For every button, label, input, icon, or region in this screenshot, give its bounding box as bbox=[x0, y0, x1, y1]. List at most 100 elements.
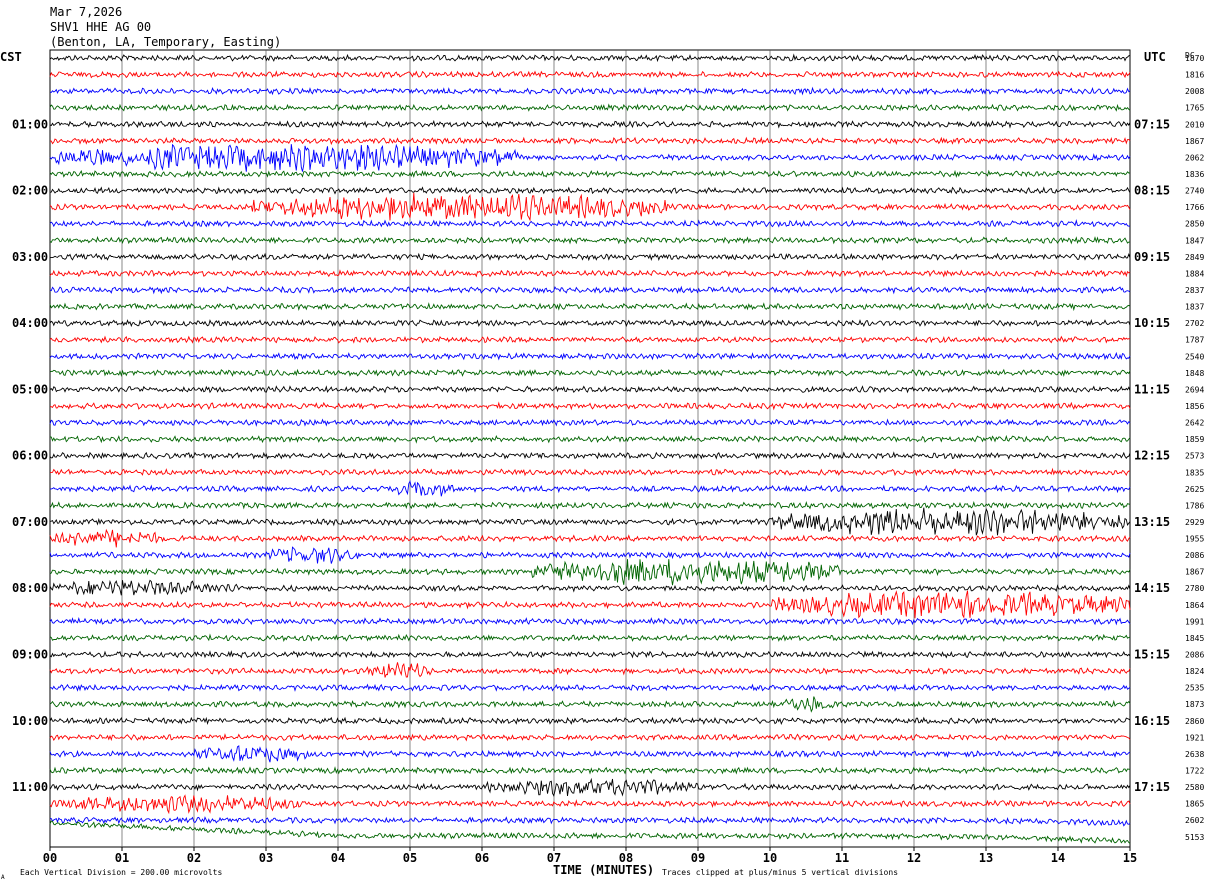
dc-offset-label: 1859 bbox=[1185, 435, 1204, 444]
trace-row-22 bbox=[49, 418, 1131, 427]
dc-offset-label: 2849 bbox=[1185, 253, 1204, 262]
trace-row-31 bbox=[49, 559, 1131, 586]
trace-row-35 bbox=[49, 633, 1131, 643]
dc-offset-label: 2010 bbox=[1185, 120, 1204, 129]
x-tick-label: 13 bbox=[979, 851, 993, 865]
dc-offset-label: 2573 bbox=[1185, 452, 1204, 461]
trace-row-34 bbox=[49, 617, 1131, 626]
trace-row-42 bbox=[49, 745, 1131, 763]
dc-offset-label: 2850 bbox=[1185, 220, 1204, 229]
dc-offset-label: 1867 bbox=[1185, 568, 1204, 577]
trace-row-37 bbox=[49, 662, 1131, 678]
dc-offset-label: 1836 bbox=[1185, 170, 1204, 179]
trace-row-5 bbox=[49, 136, 1131, 146]
trace-row-2 bbox=[49, 86, 1131, 96]
right-hour-label: 09:15 bbox=[1134, 250, 1170, 264]
header-station: SHV1 HHE AG 00 bbox=[50, 20, 152, 34]
left-hour-label: 01:00 bbox=[12, 117, 48, 131]
trace-row-43 bbox=[49, 766, 1131, 775]
dc-offset-label: 1870 bbox=[1185, 54, 1204, 63]
trace-row-33 bbox=[49, 590, 1131, 619]
trace-row-30 bbox=[49, 546, 1131, 564]
trace-row-38 bbox=[50, 683, 1131, 692]
trace-row-10 bbox=[49, 218, 1131, 228]
dc-offset-label: 1845 bbox=[1185, 634, 1204, 643]
right-hour-label: 14:15 bbox=[1134, 581, 1170, 595]
dc-offset-label: 2062 bbox=[1185, 153, 1204, 162]
dc-offset-label: 1955 bbox=[1185, 535, 1204, 544]
right-hour-label: 16:15 bbox=[1134, 714, 1170, 728]
trace-row-25 bbox=[50, 467, 1131, 477]
dc-offset-label: 1848 bbox=[1185, 369, 1204, 378]
x-tick-label: 02 bbox=[187, 851, 201, 865]
left-hour-label: 11:00 bbox=[12, 780, 48, 794]
x-tick-label: 12 bbox=[907, 851, 921, 865]
dc-offset-label: 2860 bbox=[1185, 717, 1204, 726]
header-location: (Benton, LA, Temporary, Easting) bbox=[50, 35, 282, 49]
right-hour-label: 12:15 bbox=[1134, 449, 1170, 463]
trace-row-14 bbox=[49, 285, 1131, 295]
dc-offset-label: 2535 bbox=[1185, 684, 1204, 693]
dc-offset-label: 1921 bbox=[1185, 733, 1204, 742]
trace-row-28 bbox=[49, 507, 1131, 536]
dc-offset-label: 1787 bbox=[1185, 336, 1204, 345]
corner-mark: A bbox=[1, 874, 5, 881]
left-tz-label: CST bbox=[0, 50, 22, 64]
dc-offset-label: 2740 bbox=[1185, 187, 1204, 196]
trace-row-36 bbox=[49, 650, 1131, 659]
left-hour-label: 04:00 bbox=[12, 316, 48, 330]
dc-offset-label: 1816 bbox=[1185, 71, 1204, 80]
right-hour-label: 17:15 bbox=[1134, 780, 1170, 794]
trace-row-24 bbox=[49, 451, 1131, 461]
dc-offset-label: 2008 bbox=[1185, 87, 1204, 96]
dc-offset-label: 2540 bbox=[1185, 352, 1204, 361]
x-tick-label: 01 bbox=[115, 851, 129, 865]
trace-row-11 bbox=[49, 236, 1131, 245]
dc-offset-label: 1837 bbox=[1185, 303, 1204, 312]
right-hour-label: 11:15 bbox=[1134, 382, 1170, 396]
trace-row-8 bbox=[49, 186, 1131, 195]
x-tick-label: 14 bbox=[1051, 851, 1065, 865]
dc-offset-label: 1864 bbox=[1185, 601, 1204, 610]
trace-row-29 bbox=[49, 528, 1131, 548]
trace-row-1 bbox=[49, 70, 1131, 79]
trace-row-45 bbox=[49, 794, 1131, 815]
dc-offset-label: 2780 bbox=[1185, 584, 1204, 593]
dc-offset-label: 1847 bbox=[1185, 236, 1204, 245]
dc-offset-label: 2086 bbox=[1185, 551, 1204, 560]
left-hour-label: 05:00 bbox=[12, 382, 48, 396]
left-hour-label: 08:00 bbox=[12, 581, 48, 595]
trace-row-0 bbox=[49, 53, 1131, 63]
x-tick-label: 11 bbox=[835, 851, 849, 865]
left-hour-label: 10:00 bbox=[12, 714, 48, 728]
header-date: Mar 7,2026 bbox=[50, 5, 123, 19]
trace-row-15 bbox=[49, 302, 1131, 312]
left-hour-label: 06:00 bbox=[12, 449, 48, 463]
x-tick-label: 05 bbox=[403, 851, 417, 865]
left-hour-label: 09:00 bbox=[12, 648, 48, 662]
trace-row-44 bbox=[49, 777, 1131, 797]
dc-offset-label: 5153 bbox=[1185, 833, 1204, 842]
trace-row-27 bbox=[49, 500, 1131, 510]
x-tick-label: 08 bbox=[619, 851, 633, 865]
x-axis-title: TIME (MINUTES) bbox=[553, 863, 654, 877]
dc-offset-label: 1765 bbox=[1185, 104, 1204, 113]
trace-row-20 bbox=[49, 385, 1131, 394]
trace-row-40 bbox=[49, 716, 1131, 725]
left-hour-label: 03:00 bbox=[12, 250, 48, 264]
right-hour-label: 15:15 bbox=[1134, 648, 1170, 662]
trace-row-23 bbox=[49, 434, 1131, 444]
scale-note: Each Vertical Division = 200.00 microvol… bbox=[20, 868, 222, 877]
left-hour-label: 07:00 bbox=[12, 515, 48, 529]
trace-row-21 bbox=[49, 401, 1131, 411]
dc-offset-label: 2580 bbox=[1185, 783, 1204, 792]
dc-offset-label: 1867 bbox=[1185, 137, 1204, 146]
trace-row-18 bbox=[49, 351, 1131, 361]
x-tick-label: 04 bbox=[331, 851, 345, 865]
dc-offset-label: 1766 bbox=[1185, 203, 1204, 212]
dc-offset-label: 2694 bbox=[1185, 385, 1204, 394]
dc-offset-label: 2929 bbox=[1185, 518, 1204, 527]
dc-label: DC bbox=[1185, 51, 1195, 60]
right-hour-label: 08:15 bbox=[1134, 184, 1170, 198]
